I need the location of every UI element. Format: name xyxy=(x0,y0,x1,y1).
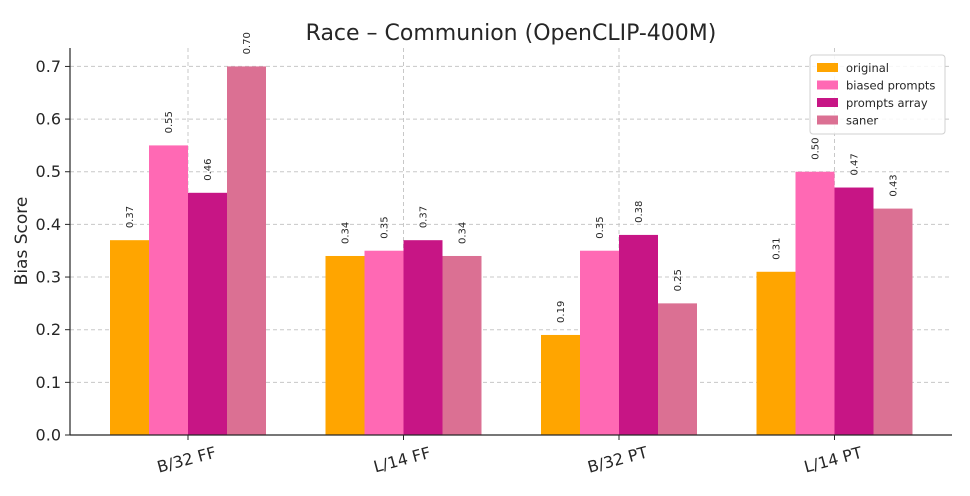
y-tick-label: 0.3 xyxy=(36,268,61,287)
data-label: 0.38 xyxy=(634,201,645,223)
bars xyxy=(110,66,913,436)
legend-swatch xyxy=(817,98,838,107)
data-label: 0.34 xyxy=(341,222,352,244)
data-label: 0.55 xyxy=(164,111,175,133)
y-tick-label: 0.5 xyxy=(36,162,61,181)
bar xyxy=(364,250,404,435)
legend-swatch xyxy=(817,115,838,125)
y-tick-label: 0.6 xyxy=(36,110,61,129)
chart-title: Race – Communion (OpenCLIP-400M) xyxy=(306,21,717,46)
data-label: 0.31 xyxy=(772,238,783,260)
x-ticks: B/32 FF L/14 FF B/32 PT L/14 PT xyxy=(155,435,864,477)
y-tick-label: 0.4 xyxy=(36,215,61,234)
y-axis-label: Bias Score xyxy=(12,197,32,286)
legend-entry-label: biased prompts xyxy=(846,79,935,93)
y-tick-label: 0.0 xyxy=(36,426,61,445)
bar xyxy=(541,334,580,435)
bar xyxy=(403,240,443,435)
legend-swatch xyxy=(817,63,838,72)
data-label: 0.35 xyxy=(380,216,391,238)
axes xyxy=(69,48,952,436)
bar xyxy=(188,192,227,435)
x-tick-label: L/14 FF xyxy=(372,443,433,476)
y-tick-label: 0.2 xyxy=(36,320,61,339)
data-label: 0.50 xyxy=(811,137,822,159)
legend-box xyxy=(809,54,946,135)
bar xyxy=(227,66,266,435)
bar xyxy=(442,255,482,435)
data-labels: 0.37 0.34 0.19 0.31 0.55 0.35 0.35 0.50 0.46 0.37… xyxy=(125,32,900,323)
x-tick-label: B/32 FF xyxy=(155,443,218,477)
legend-swatch xyxy=(817,80,838,90)
data-label: 0.47 xyxy=(850,153,861,175)
bar xyxy=(580,250,619,435)
legend-entry-label: original xyxy=(846,61,889,75)
bar xyxy=(325,255,365,435)
bar xyxy=(756,271,796,435)
bar xyxy=(110,240,149,435)
y-ticks: 0.0 0.1 0.2 0.3 0.4 0.5 0.6 0.7 xyxy=(36,57,70,445)
data-label: 0.19 xyxy=(556,301,567,323)
data-label: 0.46 xyxy=(203,159,214,181)
legend-entry-label: prompts array xyxy=(846,96,928,110)
data-label: 0.25 xyxy=(673,269,684,291)
data-label: 0.43 xyxy=(889,174,900,196)
bar xyxy=(795,171,835,436)
legend: original biased prompts prompts array saner xyxy=(809,54,946,135)
data-label: 0.37 xyxy=(419,206,430,228)
bar xyxy=(658,303,697,435)
data-label: 0.37 xyxy=(125,206,136,228)
bar xyxy=(149,145,188,436)
bar xyxy=(619,234,658,435)
bar xyxy=(834,187,874,435)
data-label: 0.70 xyxy=(242,32,253,54)
y-tick-label: 0.7 xyxy=(36,57,61,76)
x-tick-label: L/14 PT xyxy=(802,443,864,477)
legend-entry-label: saner xyxy=(846,114,878,128)
x-tick-label: B/32 PT xyxy=(586,443,650,477)
bar xyxy=(873,208,913,435)
data-label: 0.35 xyxy=(595,216,606,238)
y-tick-label: 0.1 xyxy=(36,373,61,392)
data-label: 0.34 xyxy=(458,222,469,244)
